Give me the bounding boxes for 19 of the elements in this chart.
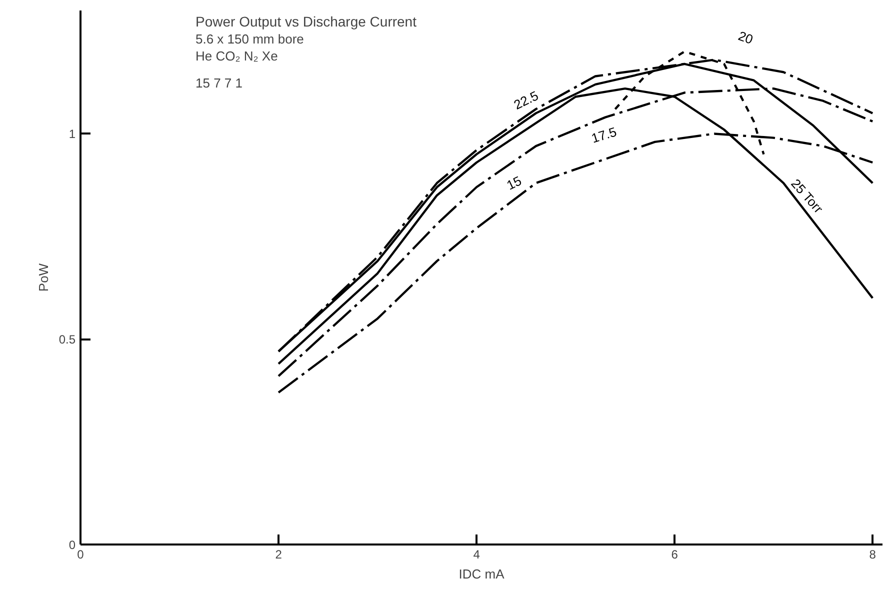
y-axis-title: PoW <box>36 262 51 292</box>
text: 17.5 <box>590 124 618 146</box>
text: 25 Torr <box>788 176 826 217</box>
x-tick-label: 2 <box>275 548 282 562</box>
x-axis-title: IDC mA <box>458 566 505 582</box>
y-tick-label: 0.5 <box>58 332 76 347</box>
x-tick-label: 8 <box>869 548 876 562</box>
annotation: 15 7 7 1 <box>196 76 242 90</box>
x-tick-label: 4 <box>473 548 480 562</box>
x-tick-label: 0 <box>77 548 84 562</box>
y-tick-label: 1 <box>68 127 76 142</box>
text: 5.6 x 150 mm bore <box>196 32 304 46</box>
annotation: He CO₂ N₂ Xe <box>196 48 278 64</box>
chart-title: Power Output vs Discharge Current <box>196 14 417 30</box>
y-tick-label: 0 <box>68 538 76 552</box>
text: 20 <box>736 28 756 48</box>
text: 15 <box>504 173 524 193</box>
text: 22.5 <box>511 88 541 112</box>
x-tick-label: 6 <box>671 548 678 562</box>
